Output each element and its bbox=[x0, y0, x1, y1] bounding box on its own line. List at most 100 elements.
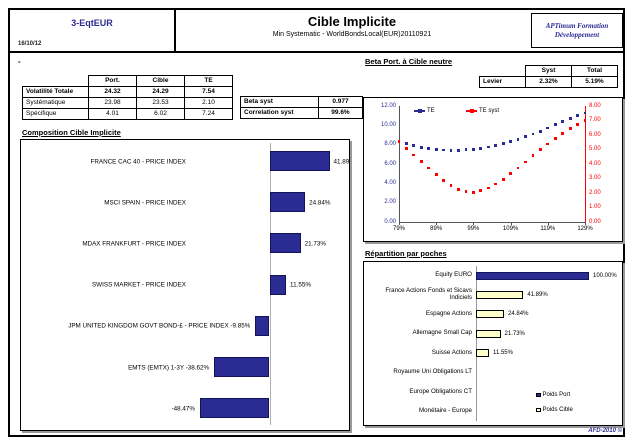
series-data-point bbox=[524, 135, 527, 139]
table-row: Volatilité Totale 24.32 24.29 7.54 bbox=[22, 86, 233, 98]
stats-col-cible: Cible bbox=[136, 75, 185, 87]
series-data-point bbox=[405, 142, 408, 146]
x-axis-tick-label: 109% bbox=[502, 226, 519, 232]
legend-marker-square-icon bbox=[418, 109, 422, 113]
stats-cell: 4.01 bbox=[88, 108, 137, 120]
stats-cell: 23.53 bbox=[136, 97, 185, 109]
series-data-point bbox=[427, 166, 431, 170]
header-divider bbox=[174, 10, 176, 51]
bar-category-label: SWISS MARKET - PRICE INDEX bbox=[91, 281, 186, 289]
stats-col-port: Port. bbox=[88, 75, 137, 87]
series-data-point bbox=[568, 127, 572, 130]
stats-row-label: Spécifique bbox=[22, 108, 89, 120]
table-row: Systématique 23.98 23.53 2.10 bbox=[22, 97, 233, 109]
series-data-point bbox=[494, 182, 498, 186]
y-axis-right-tick-label: 2.00 bbox=[589, 189, 601, 196]
legend-item: TE syst bbox=[466, 108, 499, 114]
series-data-point bbox=[457, 187, 460, 191]
series-data-point bbox=[561, 120, 565, 124]
y-axis-right-tick-label: 8.00 bbox=[589, 102, 601, 109]
bar-category-label: Royaume Uni Obligations LT bbox=[393, 368, 472, 376]
bar-row: -48.47% bbox=[21, 388, 349, 429]
y-axis-left-tick-label: 12.00 bbox=[380, 102, 396, 109]
series-data-point bbox=[553, 137, 557, 140]
volatility-table: Port. Cible TE Volatilité Totale 24.32 2… bbox=[22, 75, 233, 120]
y-axis-right-tick-label: 5.00 bbox=[589, 146, 601, 152]
bar-row: JPM UNITED KINGDOM GOVT BOND-£ - PRICE I… bbox=[21, 306, 349, 347]
page-border bbox=[8, 8, 625, 437]
legend-item: Poids Port bbox=[536, 392, 570, 398]
stats-cell: 7.24 bbox=[184, 108, 233, 120]
beta-syst-label: Beta syst bbox=[240, 96, 319, 108]
series-data-point bbox=[427, 147, 431, 151]
x-axis-tick-mark bbox=[473, 222, 475, 225]
legend-item: TE bbox=[414, 108, 435, 114]
series-data-point bbox=[501, 142, 505, 146]
org-name-line1: APTimum Formation bbox=[545, 22, 609, 30]
table-row: Correlation syst 99.6% bbox=[240, 107, 363, 119]
levier-row-label: Levier bbox=[479, 76, 526, 88]
stats-cell: 24.32 bbox=[88, 86, 137, 98]
header-separator bbox=[8, 51, 625, 53]
series-data-point bbox=[405, 146, 408, 150]
series-data-point bbox=[412, 144, 416, 148]
series-data-point bbox=[464, 190, 468, 194]
correlation-syst-label: Correlation syst bbox=[240, 107, 319, 119]
series-data-point bbox=[568, 117, 572, 121]
x-axis-tick-mark bbox=[547, 222, 549, 225]
series-data-point bbox=[531, 154, 535, 158]
bar-row: Royaume Uni Obligations LT bbox=[364, 363, 622, 382]
legend-marker-square-icon bbox=[470, 109, 474, 113]
bar bbox=[476, 310, 505, 319]
y-axis-left-tick-label: 10.00 bbox=[380, 121, 396, 128]
series-data-point bbox=[479, 189, 483, 193]
legend-label: TE bbox=[427, 108, 435, 114]
bar-category-label: Espagne Actions bbox=[425, 310, 472, 318]
bar-category-value-label: JPM UNITED KINGDOM GOVT BOND-£ - PRICE I… bbox=[68, 322, 251, 330]
bar bbox=[476, 290, 524, 299]
bar-category-value-label: -48.47% bbox=[171, 405, 196, 413]
bar-category-label: Allemagne Small Cap bbox=[412, 329, 473, 337]
y-axis-right-tick-label: 4.00 bbox=[589, 160, 601, 167]
header-center: Cible Implicite Min Systematic - WorldBo… bbox=[176, 14, 528, 38]
series-data-point bbox=[419, 145, 423, 149]
x-axis-tick-label: 79% bbox=[392, 226, 405, 232]
x-axis-tick-mark bbox=[399, 222, 400, 225]
legend-marker-square-icon bbox=[536, 407, 541, 413]
series-data-point bbox=[472, 190, 475, 194]
bar bbox=[255, 315, 270, 336]
y-axis-right-tick-label: 6.00 bbox=[589, 131, 601, 138]
y-axis-left bbox=[399, 106, 400, 222]
legend-item: Poids Cible bbox=[536, 407, 573, 413]
bar-category-label: MDAX FRANKFURT - PRICE INDEX bbox=[82, 240, 186, 248]
report-code: 3-EqtEUR bbox=[71, 18, 113, 28]
bar bbox=[269, 151, 330, 171]
stats-cell: 7.54 bbox=[184, 86, 233, 98]
y-axis-right-tick-label: 1.00 bbox=[589, 204, 601, 210]
y-axis-left-tick-label: 4.00 bbox=[384, 179, 396, 186]
series-data-point bbox=[546, 126, 550, 130]
series-data-point bbox=[583, 111, 587, 115]
repartition-zero-axis bbox=[476, 266, 477, 422]
series-data-point bbox=[434, 173, 438, 176]
levier-table: Syst Total Levier 2.32% 5.19% bbox=[479, 65, 618, 88]
repartition-heading: Répartition par poches bbox=[365, 249, 447, 258]
series-data-point bbox=[449, 184, 453, 187]
series-data-point bbox=[516, 166, 520, 170]
dash-note: - bbox=[18, 57, 21, 66]
bar-row: Suisse Actions 11.55% bbox=[364, 344, 622, 363]
x-axis-tick-label: 119% bbox=[540, 226, 556, 232]
bar-value-label: 100.00% bbox=[593, 272, 617, 279]
table-row: Beta syst 0.977 bbox=[240, 96, 363, 108]
x-axis-tick-mark bbox=[436, 222, 438, 225]
legend-label: Poids Cible bbox=[542, 407, 573, 413]
bar-row: France Actions Fonds et Sicavs Indiciels… bbox=[364, 285, 622, 304]
bar-category-label: MSCI SPAIN - PRICE INDEX bbox=[104, 199, 186, 207]
series-data-point bbox=[434, 148, 438, 151]
series-data-point bbox=[457, 148, 460, 152]
bar-row: SWISS MARKET - PRICE INDEX 11.55% bbox=[21, 265, 349, 306]
bar-category-label: Suisse Actions bbox=[431, 348, 472, 356]
bar-row: Allemagne Small Cap 21.73% bbox=[364, 324, 622, 343]
stats-cell: 2.10 bbox=[184, 97, 233, 109]
bar-value-label: 41.89% bbox=[333, 158, 350, 165]
